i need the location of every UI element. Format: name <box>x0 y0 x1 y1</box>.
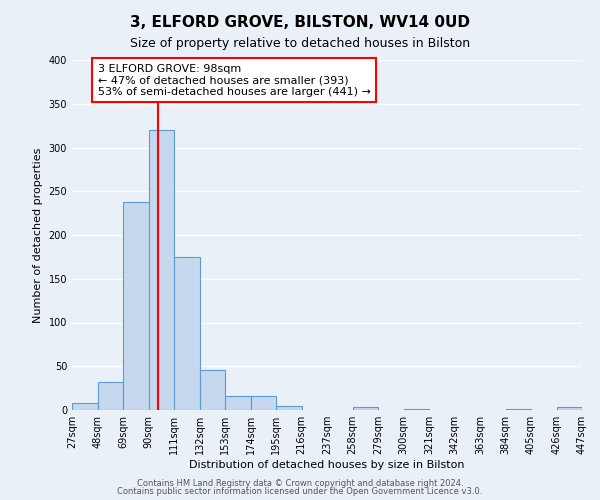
Bar <box>149 130 174 410</box>
Text: Contains public sector information licensed under the Open Government Licence v3: Contains public sector information licen… <box>118 487 482 496</box>
Text: 3 ELFORD GROVE: 98sqm
← 47% of detached houses are smaller (393)
53% of semi-det: 3 ELFORD GROVE: 98sqm ← 47% of detached … <box>97 64 370 96</box>
Bar <box>225 396 251 410</box>
Bar <box>506 409 531 410</box>
Bar <box>72 403 97 410</box>
Bar <box>97 382 123 410</box>
Text: 3, ELFORD GROVE, BILSTON, WV14 0UD: 3, ELFORD GROVE, BILSTON, WV14 0UD <box>130 15 470 30</box>
Bar <box>353 408 378 410</box>
Bar <box>251 396 276 410</box>
Bar <box>276 406 302 410</box>
Bar <box>557 408 582 410</box>
Text: Contains HM Land Registry data © Crown copyright and database right 2024.: Contains HM Land Registry data © Crown c… <box>137 478 463 488</box>
Bar <box>123 202 149 410</box>
Text: Size of property relative to detached houses in Bilston: Size of property relative to detached ho… <box>130 38 470 51</box>
Y-axis label: Number of detached properties: Number of detached properties <box>33 148 43 322</box>
Bar <box>404 409 429 410</box>
X-axis label: Distribution of detached houses by size in Bilston: Distribution of detached houses by size … <box>189 460 465 470</box>
Bar <box>174 257 199 410</box>
Bar <box>199 370 225 410</box>
